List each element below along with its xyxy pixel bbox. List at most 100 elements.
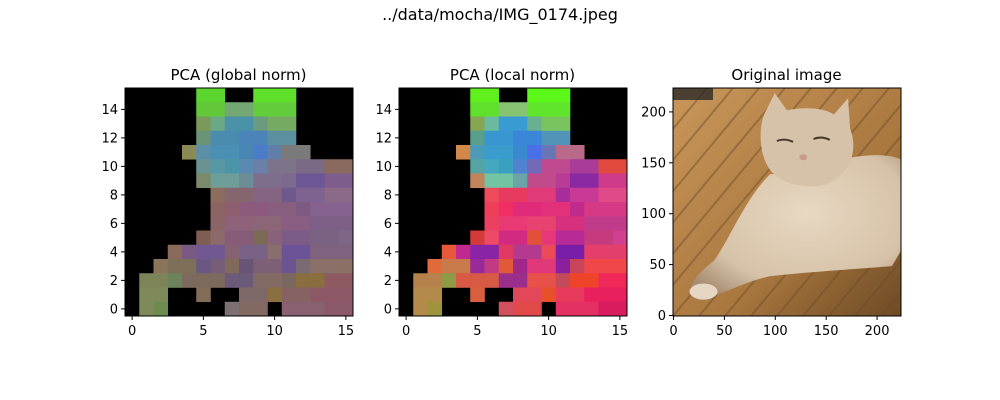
heatmap-cell — [470, 287, 485, 303]
0-ytick-label: 10 — [101, 160, 118, 175]
1-ytick-label: 0 — [384, 302, 392, 317]
heatmap-cell — [239, 301, 254, 317]
heatmap-cell — [239, 202, 254, 217]
heatmap-cell — [612, 230, 628, 246]
heatmap-cell — [210, 159, 226, 174]
heatmap-cell — [441, 244, 457, 260]
heatmap-cell — [338, 230, 354, 246]
heatmap-cell — [267, 273, 283, 288]
heatmap-cell — [527, 202, 542, 217]
heatmap-cell — [324, 173, 340, 189]
heatmap-cell — [527, 259, 542, 274]
heatmap-cell — [555, 287, 571, 303]
heatmap-cell — [324, 273, 340, 288]
heatmap-cell — [196, 145, 211, 160]
heatmap-cell — [310, 173, 325, 189]
heatmap-cell — [427, 287, 443, 303]
heatmap-cell — [239, 116, 254, 132]
1-xtick-label: 15 — [612, 324, 629, 339]
heatmap-cell — [210, 116, 226, 132]
heatmap-cell — [338, 173, 354, 189]
heatmap-cell — [139, 273, 154, 288]
heatmap-cell — [484, 173, 500, 189]
heatmap-cell — [224, 187, 240, 203]
heatmap-cell — [484, 259, 500, 274]
heatmap-cell — [224, 116, 240, 132]
heatmap-cell — [470, 244, 485, 260]
2-ytick-label: 50 — [649, 258, 666, 273]
heatmap-cell — [541, 173, 557, 189]
heatmap-cell — [224, 102, 240, 117]
heatmap-cell — [296, 301, 311, 317]
heatmap-cell — [338, 202, 354, 217]
heatmap-cell — [484, 102, 500, 117]
heatmap-cell — [196, 88, 211, 103]
heatmap-cell — [196, 102, 211, 117]
heatmap-cell — [281, 130, 297, 146]
heatmap-cell — [224, 130, 240, 146]
2-ytick-label: 200 — [641, 105, 666, 120]
heatmap-cell — [224, 202, 240, 217]
panel-title-local: PCA (local norm) — [450, 66, 575, 84]
heatmap-cell — [470, 159, 485, 174]
heatmap-cell — [612, 173, 628, 189]
heatmap-cell — [338, 159, 354, 174]
heatmap-cell — [498, 216, 514, 231]
dark-corner — [673, 88, 713, 100]
heatmap-cell — [527, 187, 542, 203]
heatmap-cell — [281, 187, 297, 203]
heatmap-cell — [584, 173, 599, 189]
heatmap-cell — [456, 244, 471, 260]
heatmap-local-norm: 0 5 10 15 0 2 4 6 8 10 12 14 — [375, 87, 629, 339]
axes-frame — [672, 87, 902, 317]
heatmap-cell — [612, 259, 628, 274]
heatmap-cell — [570, 230, 585, 246]
1-ytick-label: 6 — [384, 217, 392, 232]
heatmap-cell — [210, 88, 226, 103]
heatmap-cell — [281, 216, 297, 231]
heatmap-cell — [470, 273, 485, 288]
heatmap-cell — [267, 202, 283, 217]
heatmap-cell — [427, 301, 443, 317]
heatmap-cell — [513, 173, 528, 189]
heatmap-cell — [527, 116, 542, 132]
2-xtick-label: 50 — [716, 324, 733, 339]
heatmap-cell — [239, 102, 254, 117]
heatmap-cell — [570, 145, 585, 160]
heatmap-cell — [310, 216, 325, 231]
heatmap-cell — [441, 259, 457, 274]
heatmap-cell — [584, 202, 599, 217]
2-xtick-label: 100 — [763, 324, 788, 339]
heatmap-cell — [513, 187, 528, 203]
heatmap-cell — [324, 259, 340, 274]
heatmap-cell — [253, 187, 268, 203]
heatmap-cell — [153, 301, 169, 317]
heatmap-cell — [281, 102, 297, 117]
heatmap-cell — [224, 259, 240, 274]
heatmap-cell — [584, 259, 599, 274]
heatmap-cell — [484, 159, 500, 174]
heatmap-cell — [456, 273, 471, 288]
heatmap-cell — [296, 230, 311, 246]
heatmap-cell — [153, 273, 169, 288]
heatmap-cell — [239, 130, 254, 146]
heatmap-cell — [167, 244, 183, 260]
heatmap-cell — [224, 159, 240, 174]
heatmap-cell — [182, 244, 197, 260]
heatmap-cell — [527, 301, 542, 317]
heatmap-cell — [196, 230, 211, 246]
1-ytick-label: 12 — [375, 131, 392, 146]
heatmap-cell — [498, 102, 514, 117]
floor-plank-seam — [828, 228, 901, 316]
heatmap-cell — [253, 102, 268, 117]
cat-eye-left — [776, 138, 794, 143]
heatmap-cell — [267, 287, 283, 303]
heatmap-cell — [296, 173, 311, 189]
heatmap-cell — [541, 287, 557, 303]
heatmap-cell — [338, 273, 354, 288]
heatmap-cell — [267, 244, 283, 260]
heatmap-cell — [527, 159, 542, 174]
heatmap-cell — [281, 88, 297, 103]
heatmap-cell — [239, 244, 254, 260]
heatmap-cell — [239, 187, 254, 203]
